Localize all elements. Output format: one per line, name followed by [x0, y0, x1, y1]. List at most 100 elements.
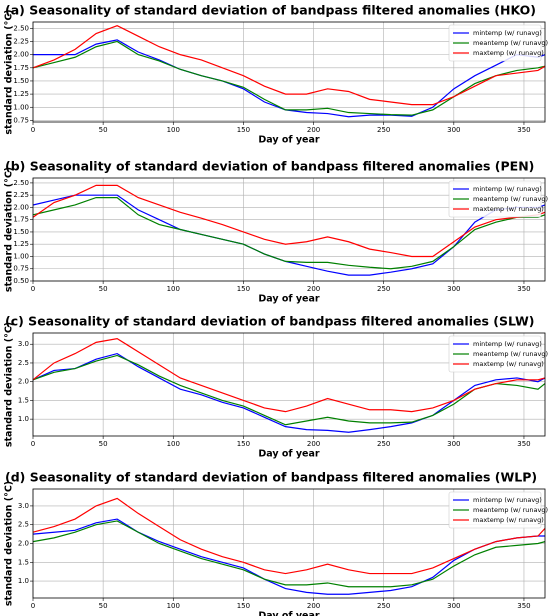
legend-box — [448, 24, 542, 62]
y-tick-label: 2.50 — [13, 24, 29, 32]
y-tick-label: 1.00 — [13, 252, 29, 260]
x-axis-label: Day of year — [258, 611, 320, 616]
data-line — [32, 518, 545, 595]
y-tick-label: 1.5 — [18, 396, 29, 404]
x-tick-label: 200 — [307, 285, 320, 293]
x-tick-label: 150 — [237, 440, 250, 448]
data-line — [32, 25, 546, 106]
plot-frame — [32, 21, 546, 123]
chart-title: (b) Seasonality of standard deviation of… — [5, 159, 534, 174]
y-tick-label: 2.0 — [18, 378, 29, 386]
x-tick-label: 100 — [167, 285, 180, 293]
y-axis-label: standard deviation (°C) — [4, 322, 15, 447]
y-axis-label: standard deviation (°C) — [4, 9, 15, 134]
x-tick-label: 150 — [237, 602, 250, 610]
x-tick-label: 50 — [99, 285, 108, 293]
data-line — [32, 352, 546, 433]
x-tick-label: 250 — [377, 126, 390, 134]
x-tick-label: 150 — [237, 285, 250, 293]
x-tick-label: 100 — [167, 126, 180, 134]
data-line — [32, 520, 546, 588]
legend-label: mintemp (w/ runavg) — [473, 29, 542, 37]
subplot: (a) Seasonality of standard deviation of… — [4, 3, 549, 146]
y-tick-label: 3.0 — [18, 340, 29, 348]
y-axis-label: standard deviation (°C) — [4, 167, 15, 292]
x-tick-label: 200 — [307, 440, 320, 448]
chart-title: (a) Seasonality of standard deviation of… — [5, 3, 536, 18]
chart-title: (d) Seasonality of standard deviation of… — [5, 470, 537, 485]
y-tick-label: 0.75 — [13, 116, 29, 124]
y-tick-label: 1.50 — [13, 77, 29, 85]
x-tick-label: 300 — [447, 126, 460, 134]
x-tick-label: 250 — [377, 285, 390, 293]
x-tick-label: 300 — [447, 440, 460, 448]
y-tick-label: 2.0 — [18, 540, 29, 548]
y-tick-label: 2.50 — [13, 179, 29, 187]
x-tick-label: 150 — [237, 126, 250, 134]
x-tick-label: 350 — [517, 440, 530, 448]
plot-frame — [32, 488, 546, 599]
legend-box — [448, 335, 542, 373]
legend-label: meantemp (w/ runavg) — [473, 350, 548, 358]
x-tick-label: 0 — [31, 440, 35, 448]
x-tick-label: 250 — [377, 440, 390, 448]
x-tick-label: 350 — [517, 126, 530, 134]
y-tick-label: 2.00 — [13, 203, 29, 211]
legend-label: meantemp (w/ runavg) — [473, 39, 548, 47]
x-tick-label: 50 — [99, 440, 108, 448]
x-tick-label: 0 — [31, 285, 35, 293]
y-tick-label: 1.25 — [13, 90, 29, 98]
subplot: (c) Seasonality of standard deviation of… — [4, 314, 549, 460]
plot-frame — [32, 177, 546, 282]
y-tick-label: 2.25 — [13, 191, 29, 199]
legend-label: maxtemp (w/ runavg) — [473, 516, 544, 524]
y-tick-label: 1.0 — [18, 577, 29, 585]
data-line — [32, 40, 546, 116]
x-tick-label: 300 — [447, 285, 460, 293]
x-tick-label: 250 — [377, 602, 390, 610]
data-line — [32, 184, 546, 258]
y-tick-label: 0.75 — [13, 265, 29, 273]
chart-title: (c) Seasonality of standard deviation of… — [5, 314, 534, 329]
x-tick-label: 350 — [517, 602, 530, 610]
legend-box — [448, 491, 542, 529]
y-tick-label: 1.0 — [18, 415, 29, 423]
y-tick-label: 1.25 — [13, 240, 29, 248]
x-tick-label: 0 — [31, 126, 35, 134]
x-tick-label: 50 — [99, 126, 108, 134]
y-tick-label: 1.75 — [13, 64, 29, 72]
x-tick-label: 50 — [99, 602, 108, 610]
y-tick-label: 1.75 — [13, 216, 29, 224]
legend-label: meantemp (w/ runavg) — [473, 506, 548, 514]
x-tick-label: 350 — [517, 285, 530, 293]
y-tick-label: 2.25 — [13, 37, 29, 45]
legend-label: maxtemp (w/ runavg) — [473, 205, 544, 213]
data-line — [32, 337, 546, 413]
y-tick-label: 1.5 — [18, 558, 29, 566]
data-line — [32, 197, 546, 270]
x-tick-label: 200 — [307, 602, 320, 610]
legend-label: mintemp (w/ runavg) — [473, 340, 542, 348]
legend-label: mintemp (w/ runavg) — [473, 185, 542, 193]
x-axis-label: Day of year — [258, 449, 320, 460]
plot-frame — [32, 332, 546, 437]
data-line — [32, 194, 546, 276]
subplot: (b) Seasonality of standard deviation of… — [4, 159, 549, 305]
y-tick-label: 1.00 — [13, 103, 29, 111]
legend-box — [448, 180, 542, 218]
x-tick-label: 200 — [307, 126, 320, 134]
legend-label: maxtemp (w/ runavg) — [473, 360, 544, 368]
x-axis-label: Day of year — [258, 294, 320, 305]
y-tick-label: 2.5 — [18, 521, 29, 529]
x-axis-label: Day of year — [258, 135, 320, 146]
y-tick-label: 1.50 — [13, 228, 29, 236]
data-line — [33, 39, 546, 118]
legend-label: meantemp (w/ runavg) — [473, 195, 548, 203]
x-tick-label: 100 — [167, 440, 180, 448]
subplot: (d) Seasonality of standard deviation of… — [4, 470, 549, 616]
legend-label: maxtemp (w/ runavg) — [473, 49, 544, 57]
y-tick-label: 2.00 — [13, 51, 29, 59]
y-axis-label: standard deviation (°C) — [4, 481, 15, 606]
y-tick-label: 3.0 — [18, 502, 29, 510]
